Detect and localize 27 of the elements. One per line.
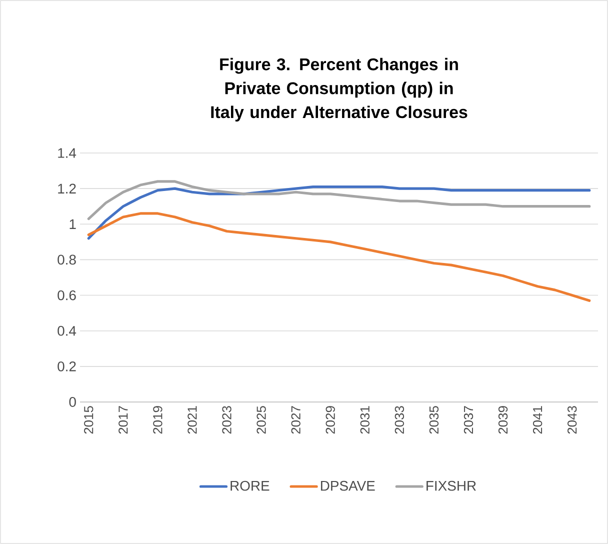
y-tick-label: 1.2 [58, 184, 76, 194]
x-tick-label: 2033 [394, 406, 404, 434]
x-tick-label: 2039 [498, 406, 508, 434]
x-tick-label: 2031 [360, 406, 370, 434]
x-tick-label: 2037 [464, 406, 474, 434]
x-tick-label: 2015 [84, 406, 94, 434]
legend-label: DPSAVE [320, 480, 375, 491]
x-tick-label: 2041 [532, 406, 542, 434]
x-tick-label: 2017 [118, 406, 128, 434]
y-tick-label: 1 [70, 219, 76, 229]
x-tick-label: 2029 [326, 406, 335, 434]
legend-label: FIXSHR [426, 480, 476, 491]
y-tick-label: 0.8 [58, 254, 76, 265]
x-tick-label: 2035 [429, 406, 439, 434]
x-tick-label: 2023 [222, 406, 232, 434]
x-tick-label: 2025 [256, 406, 266, 434]
x-tick-label: 2027 [291, 406, 300, 434]
y-tick-label: 0.2 [58, 361, 76, 372]
y-tick-label: 0.4 [58, 326, 76, 336]
y-tick-label: 1.4 [58, 148, 76, 158]
y-tick-label: 0 [69, 397, 76, 407]
x-tick-label: 2043 [568, 406, 577, 434]
legend-label: RORE [230, 480, 270, 491]
x-tick-label: 2021 [188, 406, 197, 434]
y-tick-label: 0.6 [58, 290, 76, 300]
x-tick-label: 2019 [153, 406, 162, 434]
chart-title: Figure 3. Percent Changes in Private Consumption (qp) in Italy under Alternative Closures [211, 58, 468, 122]
